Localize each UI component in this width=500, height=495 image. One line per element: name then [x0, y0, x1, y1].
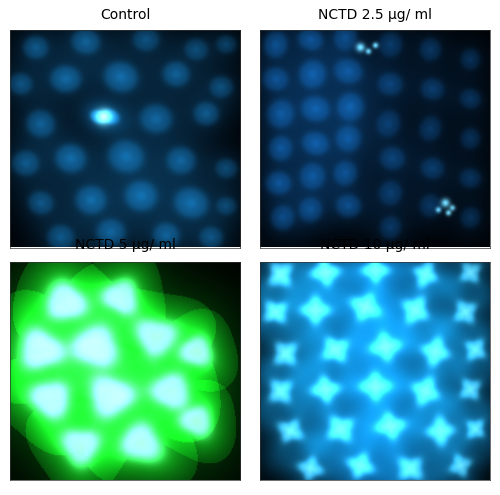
Text: NCTD 2.5 μg/ ml: NCTD 2.5 μg/ ml	[318, 8, 432, 22]
Text: NCTD 5 μg/ ml: NCTD 5 μg/ ml	[74, 239, 176, 252]
Text: NCTD 10 μg/ ml: NCTD 10 μg/ ml	[320, 239, 430, 252]
Text: Control: Control	[100, 8, 150, 22]
